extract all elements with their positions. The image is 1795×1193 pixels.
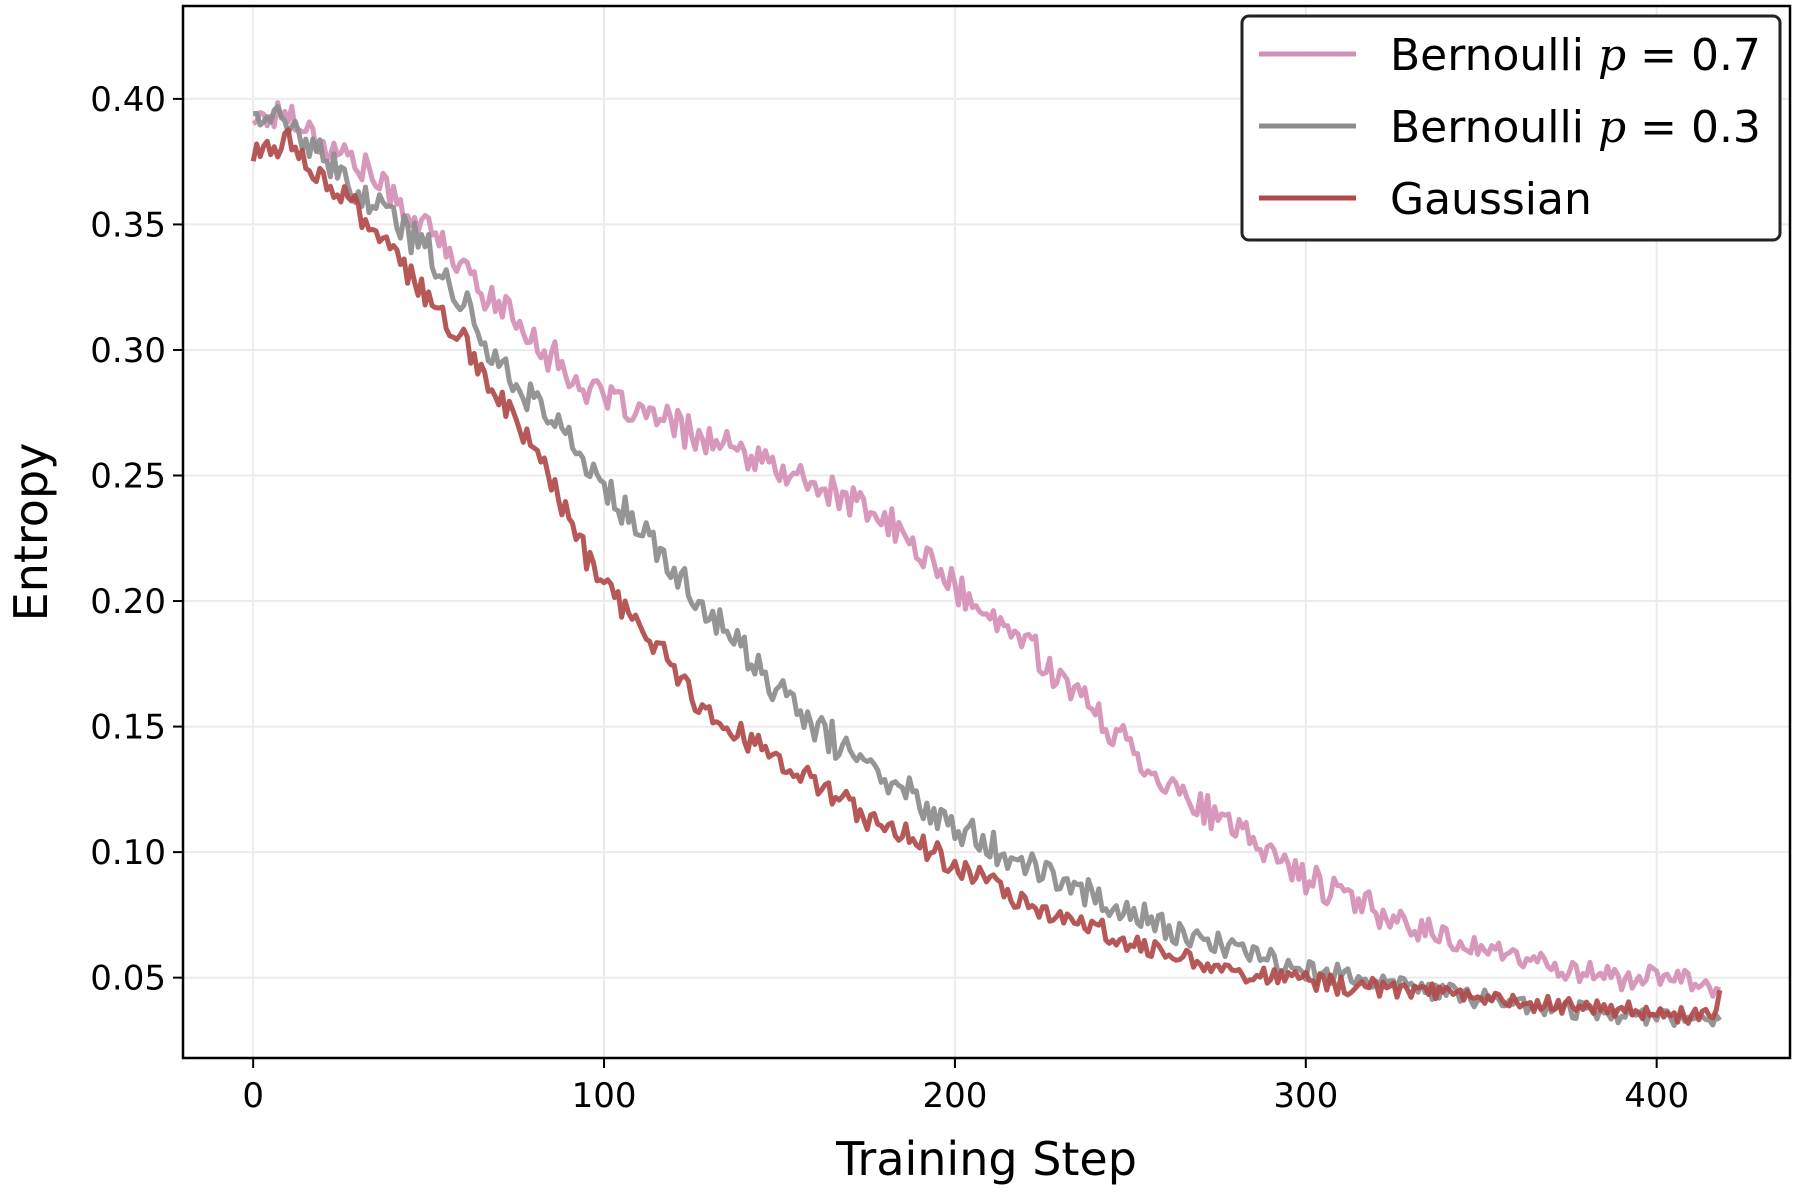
series-line-3 [250,127,1723,1026]
plot-frame [181,4,1792,1060]
y-tick-label: 0.30 [90,331,166,371]
x-tick-label: 300 [1273,1076,1338,1116]
legend-label: Bernoulli p = 0.7 [1390,30,1761,81]
x-tick-label: 100 [572,1076,637,1116]
y-axis-ticks: 0.05 0.10 0.15 0.20 0.25 0.30 0.35 0.40 [90,80,183,999]
y-axis-label: Entropy [4,443,58,622]
y-tick-label: 0.40 [90,80,166,120]
y-tick-label: 0.05 [90,959,166,999]
series-line-1 [251,100,1721,999]
x-tick-label: 200 [922,1076,987,1116]
legend-label: Gaussian [1390,174,1592,225]
y-tick-label: 0.35 [90,205,166,245]
y-tick-label: 0.20 [90,582,166,622]
grid [183,6,1790,1058]
y-tick-label: 0.10 [90,833,166,873]
legend: Bernoulli p = 0.7 Bernoulli p = 0.3 Gaussi… [1240,14,1782,242]
series-lines [250,100,1723,1028]
x-tick-label: 400 [1624,1076,1689,1116]
series-line-2 [252,104,1722,1028]
y-tick-label: 0.25 [90,457,166,497]
y-tick-label: 0.15 [90,708,166,748]
legend-box [1240,14,1782,242]
x-axis-ticks: 0 100 200 300 400 [242,1058,1689,1116]
x-axis-label: Training Step [835,1132,1137,1186]
x-tick-label: 0 [242,1076,264,1116]
legend-label: Bernoulli p = 0.3 [1390,102,1761,153]
